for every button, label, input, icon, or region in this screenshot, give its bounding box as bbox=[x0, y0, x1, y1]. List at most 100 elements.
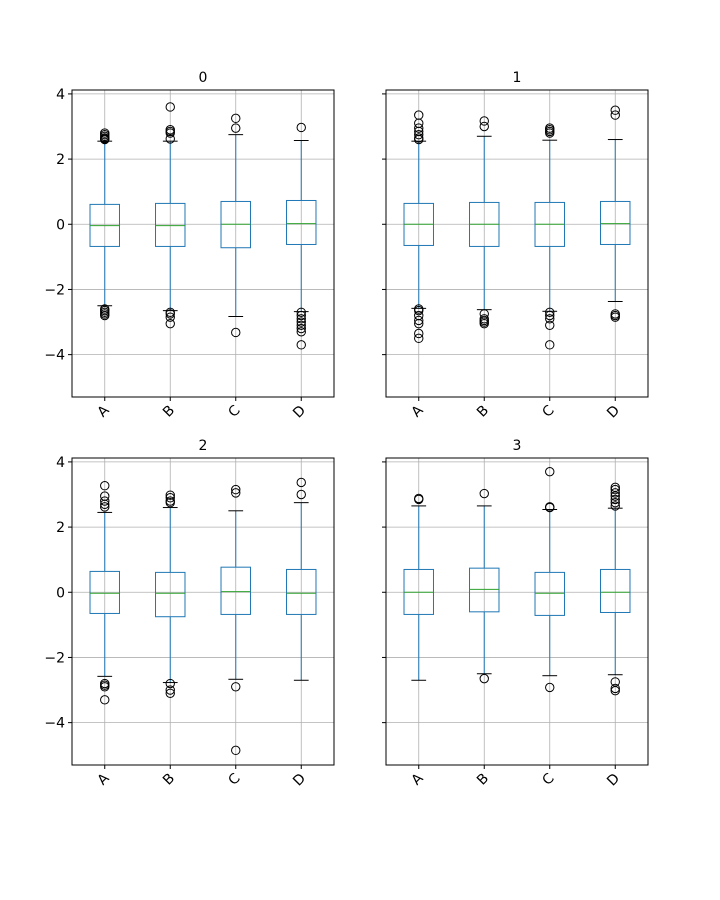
flier-marker bbox=[479, 488, 489, 499]
flier-marker bbox=[479, 121, 489, 132]
x-tick-label: C bbox=[539, 402, 557, 420]
y-tick-label: 2 bbox=[56, 520, 65, 536]
flier-marker bbox=[545, 123, 555, 133]
axes-frame bbox=[71, 457, 335, 766]
subplot-title: 2 bbox=[199, 438, 208, 454]
x-tick-label: B bbox=[160, 403, 178, 421]
flier-marker bbox=[545, 320, 555, 331]
flier-marker bbox=[296, 320, 306, 331]
x-tick-label: D bbox=[604, 403, 623, 422]
flier-marker bbox=[610, 484, 620, 495]
x-tick-label: A bbox=[408, 402, 426, 420]
x-tick-label: C bbox=[539, 770, 557, 788]
y-tick-label: −2 bbox=[44, 282, 65, 298]
flier-marker bbox=[545, 682, 555, 693]
flier-marker bbox=[610, 312, 620, 322]
flier-marker bbox=[296, 327, 306, 337]
flier-marker bbox=[610, 494, 620, 505]
flier-marker bbox=[231, 484, 241, 495]
box-D bbox=[286, 477, 317, 681]
flier-marker bbox=[545, 310, 555, 321]
flier-marker bbox=[165, 312, 175, 322]
box-A bbox=[403, 110, 434, 344]
axes-frame bbox=[385, 89, 649, 398]
flier-marker bbox=[610, 497, 620, 508]
flier-marker bbox=[296, 340, 306, 350]
x-tick-label: A bbox=[94, 770, 112, 788]
x-tick-label: C bbox=[225, 770, 243, 788]
box-B bbox=[469, 116, 500, 329]
grid bbox=[72, 90, 334, 397]
flier-marker bbox=[231, 327, 241, 338]
box-C bbox=[220, 113, 251, 338]
box-D bbox=[600, 105, 631, 322]
subplot-1: A B C D 1 bbox=[382, 70, 649, 422]
flier-marker bbox=[165, 493, 175, 503]
flier-marker bbox=[296, 122, 306, 133]
box-D bbox=[600, 482, 631, 696]
flier-marker bbox=[545, 314, 555, 324]
subplot-title: 0 bbox=[199, 70, 208, 86]
axes-frame bbox=[71, 89, 335, 398]
flier-marker bbox=[296, 314, 306, 324]
flier-marker bbox=[296, 489, 306, 500]
flier-marker bbox=[100, 496, 110, 506]
box-D bbox=[286, 122, 317, 350]
flier-marker bbox=[414, 123, 424, 133]
x-tick-label: A bbox=[94, 402, 112, 420]
y-tick-label: 4 bbox=[56, 455, 65, 471]
flier-marker bbox=[100, 682, 110, 692]
flier-marker bbox=[296, 477, 306, 488]
flier-marker bbox=[414, 318, 424, 329]
flier-marker bbox=[165, 309, 175, 319]
flier-marker bbox=[414, 305, 424, 316]
flier-marker bbox=[296, 310, 306, 321]
flier-marker bbox=[296, 307, 306, 317]
flier-marker bbox=[610, 110, 620, 120]
flier-marker bbox=[165, 496, 175, 506]
y-tick-label: 2 bbox=[56, 152, 65, 168]
flier-marker bbox=[231, 123, 241, 133]
flier-marker bbox=[165, 490, 175, 500]
flier-marker bbox=[165, 318, 175, 329]
flier-marker bbox=[414, 333, 424, 344]
x-tick-label: B bbox=[474, 771, 492, 789]
subplot-0: −4 −2 0 2 4 A B C D 0 bbox=[44, 70, 335, 422]
flier-marker bbox=[414, 133, 424, 143]
flier-marker bbox=[100, 491, 110, 501]
box-A bbox=[89, 481, 120, 705]
flier-marker bbox=[296, 317, 306, 327]
flier-marker bbox=[414, 493, 424, 504]
box-C bbox=[220, 484, 251, 756]
grid bbox=[72, 458, 334, 765]
x-tick-label: C bbox=[225, 402, 243, 420]
flier-marker bbox=[479, 318, 489, 329]
flier-marker bbox=[479, 673, 489, 684]
flier-marker bbox=[165, 134, 175, 144]
flier-marker bbox=[610, 683, 620, 694]
flier-marker bbox=[165, 688, 175, 699]
flier-marker bbox=[100, 502, 110, 512]
x-tick-label: D bbox=[604, 771, 623, 790]
y-tick-label: 0 bbox=[56, 217, 65, 233]
subplot-title: 3 bbox=[513, 438, 522, 454]
subplot-2: −4 −2 0 2 4 A B C D 2 bbox=[44, 438, 335, 790]
x-tick-label: D bbox=[290, 403, 309, 422]
flier-marker bbox=[100, 481, 110, 491]
flier-marker bbox=[414, 328, 424, 339]
subplot-title: 1 bbox=[513, 70, 522, 86]
subplot-3: A B C D 3 bbox=[382, 438, 649, 790]
flier-marker bbox=[231, 745, 241, 756]
box-B bbox=[469, 488, 500, 684]
x-tick-label: D bbox=[290, 771, 309, 790]
flier-marker bbox=[610, 501, 620, 511]
flier-marker bbox=[296, 323, 306, 334]
x-tick-label: B bbox=[160, 771, 178, 789]
flier-marker bbox=[414, 315, 424, 326]
box-B bbox=[155, 102, 186, 329]
box-A bbox=[403, 493, 434, 681]
flier-marker bbox=[414, 129, 424, 140]
y-tick-label: −2 bbox=[44, 650, 65, 666]
grid bbox=[386, 90, 648, 397]
